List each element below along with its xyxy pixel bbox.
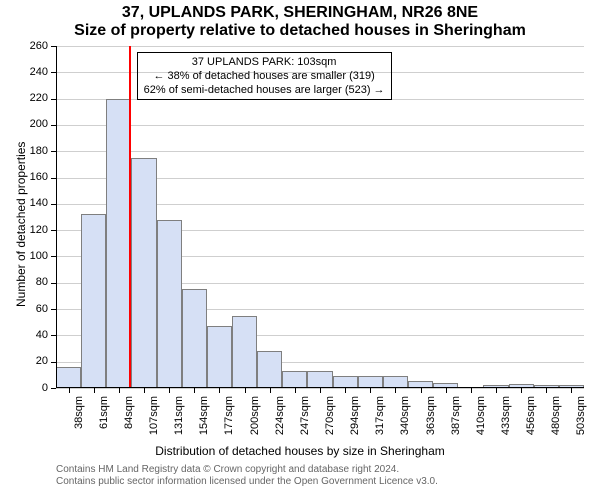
chart-title-line2: Size of property relative to detached ho… [0, 22, 600, 40]
marker-line [129, 46, 131, 388]
x-tick [295, 388, 296, 393]
y-tick-label: 20 [18, 356, 48, 367]
annotation-line2: ← 38% of detached houses are smaller (31… [144, 69, 385, 83]
y-tick [51, 99, 56, 100]
x-tick-label: 84sqm [123, 396, 135, 446]
x-tick-label: 247sqm [299, 396, 311, 446]
x-tick [270, 388, 271, 393]
histogram-bar [182, 289, 207, 388]
y-tick [51, 46, 56, 47]
histogram-bar [56, 367, 81, 388]
y-tick-label: 0 [18, 383, 48, 394]
y-tick-label: 60 [18, 304, 48, 315]
y-tick-label: 260 [18, 41, 48, 52]
x-tick [194, 388, 195, 393]
grid-line [56, 151, 584, 152]
y-tick-label: 120 [18, 225, 48, 236]
histogram-bar [282, 371, 307, 388]
x-tick-label: 177sqm [223, 396, 235, 446]
x-tick [446, 388, 447, 393]
x-tick-label: 433sqm [500, 396, 512, 446]
x-tick-label: 503sqm [575, 396, 587, 446]
x-tick [421, 388, 422, 393]
y-tick-label: 140 [18, 198, 48, 209]
footer-line1: Contains HM Land Registry data © Crown c… [56, 464, 438, 476]
y-tick-label: 40 [18, 330, 48, 341]
y-tick [51, 125, 56, 126]
footer: Contains HM Land Registry data © Crown c… [56, 464, 438, 488]
x-tick [345, 388, 346, 393]
x-tick [245, 388, 246, 393]
x-tick [571, 388, 572, 393]
histogram-bar [307, 371, 332, 388]
x-tick [119, 388, 120, 393]
x-tick-label: 270sqm [324, 396, 336, 446]
histogram-bar [81, 214, 106, 388]
y-tick [51, 256, 56, 257]
y-tick-label: 220 [18, 93, 48, 104]
y-tick-label: 100 [18, 251, 48, 262]
chart-container: 37, UPLANDS PARK, SHERINGHAM, NR26 8NE S… [0, 0, 600, 500]
x-tick [94, 388, 95, 393]
x-tick-label: 38sqm [73, 396, 85, 446]
x-tick-label: 61sqm [98, 396, 110, 446]
y-tick [51, 204, 56, 205]
y-tick [51, 72, 56, 73]
y-tick [51, 151, 56, 152]
x-axis-label: Distribution of detached houses by size … [0, 444, 600, 458]
chart-title-line1: 37, UPLANDS PARK, SHERINGHAM, NR26 8NE [0, 4, 600, 22]
y-tick [51, 309, 56, 310]
histogram-bar [131, 158, 156, 388]
x-tick [395, 388, 396, 393]
x-tick [144, 388, 145, 393]
footer-line2: Contains public sector information licen… [56, 476, 438, 488]
histogram-bar [257, 351, 282, 388]
y-tick [51, 335, 56, 336]
y-tick [51, 283, 56, 284]
x-tick [546, 388, 547, 393]
x-tick-label: 456sqm [525, 396, 537, 446]
x-tick-label: 480sqm [550, 396, 562, 446]
x-tick-label: 363sqm [425, 396, 437, 446]
x-tick-label: 200sqm [249, 396, 261, 446]
x-tick [496, 388, 497, 393]
x-tick-label: 387sqm [450, 396, 462, 446]
annotation-line1: 37 UPLANDS PARK: 103sqm [144, 55, 385, 69]
y-tick [51, 230, 56, 231]
x-tick-label: 224sqm [274, 396, 286, 446]
y-tick [51, 178, 56, 179]
histogram-bar [207, 326, 232, 388]
x-tick-label: 410sqm [475, 396, 487, 446]
x-tick-label: 317sqm [374, 396, 386, 446]
x-tick [219, 388, 220, 393]
x-tick [69, 388, 70, 393]
grid-line [56, 125, 584, 126]
x-tick [370, 388, 371, 393]
x-tick-label: 154sqm [198, 396, 210, 446]
x-tick [320, 388, 321, 393]
y-tick-label: 180 [18, 146, 48, 157]
histogram-bar [157, 220, 182, 388]
annotation-box: 37 UPLANDS PARK: 103sqm ← 38% of detache… [137, 52, 392, 100]
histogram-bar [106, 99, 131, 388]
x-tick-label: 107sqm [148, 396, 160, 446]
y-tick-label: 200 [18, 119, 48, 130]
x-tick [471, 388, 472, 393]
y-tick [51, 388, 56, 389]
y-tick-label: 80 [18, 277, 48, 288]
y-tick-label: 160 [18, 172, 48, 183]
x-tick-label: 340sqm [399, 396, 411, 446]
y-tick [51, 362, 56, 363]
histogram-bar [232, 316, 257, 388]
x-tick [521, 388, 522, 393]
x-tick [169, 388, 170, 393]
annotation-line3: 62% of semi-detached houses are larger (… [144, 83, 385, 97]
grid-line [56, 46, 584, 47]
y-axis [56, 46, 57, 388]
y-tick-label: 240 [18, 67, 48, 78]
x-tick-label: 294sqm [349, 396, 361, 446]
x-tick-label: 131sqm [173, 396, 185, 446]
